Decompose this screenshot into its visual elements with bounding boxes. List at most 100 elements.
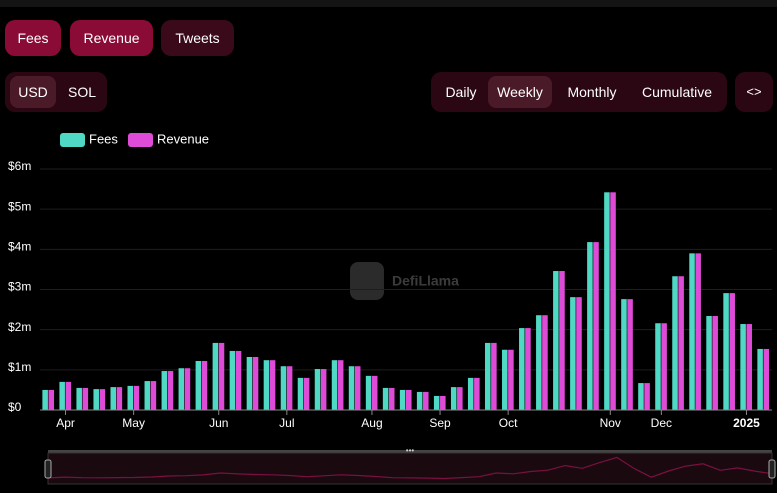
- bar: [399, 389, 406, 410]
- bar: [127, 385, 134, 410]
- y-tick-label: $4m: [8, 240, 31, 254]
- bar: [48, 389, 55, 410]
- bar: [195, 360, 202, 410]
- period-option[interactable]: Weekly: [488, 76, 552, 108]
- top-bar: [0, 0, 777, 7]
- bar: [416, 391, 423, 410]
- brush-handle: [768, 459, 776, 479]
- tab-button[interactable]: Revenue: [70, 20, 153, 56]
- x-tick-label: Nov: [600, 416, 621, 430]
- bar: [212, 342, 219, 410]
- period-option[interactable]: Daily: [445, 84, 477, 100]
- x-tick-label: May: [122, 416, 145, 430]
- bar: [388, 387, 395, 410]
- bar: [689, 253, 695, 410]
- bar: [433, 395, 440, 410]
- bar: [593, 242, 599, 410]
- currency-option[interactable]: SOL: [67, 84, 96, 100]
- bar: [610, 192, 616, 410]
- bar: [644, 383, 650, 410]
- bar: [144, 381, 151, 410]
- bar: [371, 375, 378, 410]
- bar: [457, 387, 463, 410]
- bar: [627, 299, 633, 410]
- currency-option[interactable]: USD: [10, 76, 56, 108]
- period-option[interactable]: Monthly: [567, 84, 617, 100]
- watermark-text: DefiLlama: [392, 273, 459, 289]
- x-tick-label: Aug: [361, 416, 382, 430]
- brush-handle: [44, 459, 52, 479]
- legend-label: Revenue: [157, 131, 209, 146]
- tab-button[interactable]: Tweets: [161, 20, 234, 56]
- period-option[interactable]: Cumulative: [641, 84, 713, 100]
- bar: [161, 371, 168, 410]
- bar: [474, 377, 480, 410]
- bar: [695, 253, 701, 410]
- bar: [93, 389, 99, 410]
- bar: [536, 315, 542, 410]
- bar: [576, 297, 582, 410]
- bar: [337, 360, 344, 410]
- bar: [491, 342, 497, 410]
- bar: [331, 360, 338, 410]
- brush-track: [48, 450, 772, 454]
- bar: [740, 324, 746, 410]
- bar: [76, 387, 82, 410]
- x-tick-label: Apr: [56, 416, 75, 430]
- bar: [553, 271, 559, 410]
- brush-window: [47, 452, 773, 485]
- bar: [252, 356, 259, 410]
- bar: [348, 366, 355, 410]
- x-tick-label: Jul: [279, 416, 294, 430]
- legend-swatch: [128, 133, 153, 147]
- bar: [570, 297, 576, 410]
- bar: [178, 368, 185, 410]
- bar: [763, 348, 770, 410]
- bar: [621, 299, 627, 410]
- y-tick-label: $6m: [8, 159, 31, 173]
- bar: [218, 342, 225, 410]
- bar: [116, 387, 123, 410]
- bar: [269, 360, 276, 410]
- embed-button[interactable]: <>: [735, 72, 773, 112]
- bar: [450, 387, 457, 410]
- brush-grip: •••: [406, 446, 415, 455]
- bar: [65, 381, 72, 410]
- bar: [365, 375, 372, 410]
- bar: [508, 349, 514, 410]
- bar: [201, 360, 208, 410]
- bar: [42, 389, 48, 410]
- bar: [440, 395, 446, 410]
- embed-icon: <>: [746, 84, 762, 99]
- bar: [712, 316, 718, 410]
- bar: [672, 276, 678, 410]
- period-toggle: Daily Weekly Monthly Cumulative: [431, 72, 727, 112]
- bar: [542, 315, 548, 410]
- bar: [263, 360, 270, 410]
- bar: [757, 348, 763, 410]
- brush-line: [47, 456, 773, 480]
- bar: [729, 293, 735, 410]
- x-tick-label: Oct: [499, 416, 518, 430]
- bar: [314, 369, 321, 410]
- x-tick-label: Jun: [209, 416, 228, 430]
- bar: [655, 323, 661, 410]
- bar: [99, 389, 106, 410]
- bar: [484, 342, 491, 410]
- bar: [133, 385, 140, 410]
- bar: [406, 389, 412, 410]
- currency-toggle: USD SOL: [5, 72, 107, 112]
- bar: [559, 271, 565, 410]
- bar: [723, 293, 729, 410]
- bar: [303, 377, 310, 410]
- tab-button[interactable]: Fees: [5, 20, 61, 56]
- bar: [184, 368, 191, 410]
- x-tick-label: Sep: [429, 416, 451, 430]
- bar: [354, 366, 361, 410]
- bar: [525, 328, 531, 410]
- bar: [604, 192, 610, 410]
- y-tick-label: $1m: [8, 360, 31, 374]
- legend-label: Fees: [89, 131, 118, 146]
- bar: [638, 383, 644, 410]
